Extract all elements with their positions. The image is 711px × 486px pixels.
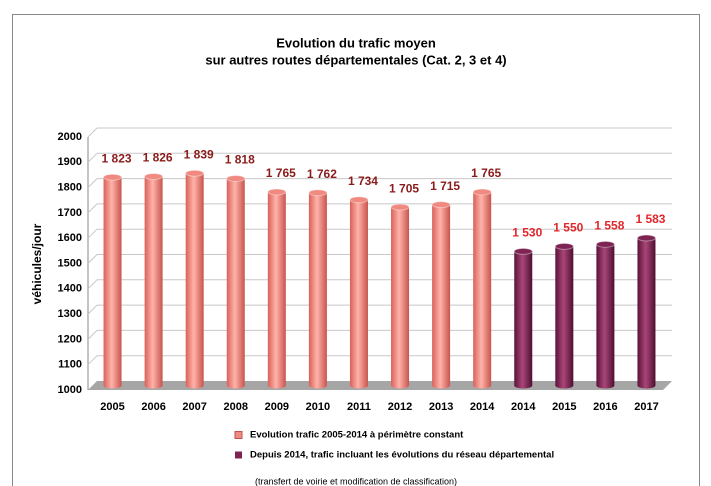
y-tick-label: 1700 [58,207,82,219]
y-tick-label: 1800 [58,182,82,194]
bar [103,177,122,389]
y-tick-label: 2000 [58,131,82,143]
bar-top [185,169,205,177]
y-tick-label: 1300 [58,308,82,320]
bar-top [431,201,451,209]
legend-label: Evolution trafic 2005-2014 à périmètre c… [250,430,464,441]
bar-top [390,203,410,211]
bar-top [308,189,328,197]
x-tick-label: 2015 [552,401,576,413]
x-tick-label: 2006 [141,401,165,413]
bar-top [349,196,369,204]
grid-line [87,304,98,315]
legend-label: Depuis 2014, trafic incluant les évoluti… [250,450,554,461]
value-label: 1 734 [348,174,378,188]
chart-subtitle: sur autres routes départementales (Cat. … [205,52,506,67]
value-label: 1 823 [102,151,132,165]
x-tick-label: 2007 [182,401,206,413]
grid-line [87,355,98,366]
value-label: 1 839 [184,147,214,161]
grid-line [87,228,98,239]
value-label: 1 762 [307,167,337,181]
floor [88,381,672,390]
bar [185,173,204,389]
bar [349,199,368,389]
x-tick-label: 2010 [306,401,330,413]
y-tick-label: 1200 [58,333,82,345]
grid-line [87,203,98,214]
bar-top [554,242,574,250]
x-tick-label: 2013 [429,401,453,413]
x-tick-label: 2011 [347,401,371,413]
bar [514,251,533,389]
bar [144,176,163,389]
value-label: 1 583 [635,212,665,226]
x-tick-label: 2012 [388,401,412,413]
y-tick-label: 1500 [58,257,82,269]
grid-line [87,279,98,290]
bar [432,204,451,389]
y-tick-label: 1400 [58,283,82,295]
grid-line [87,127,98,138]
legend-swatch [234,431,243,439]
bar [391,207,410,389]
y-tick-label: 1600 [58,232,82,244]
y-tick-label: 1900 [58,156,82,168]
x-tick-label: 2014 [470,401,495,413]
bar-top [636,234,656,242]
bar-top [226,175,246,183]
legend-note: (transfert de voirie et modification de … [255,476,457,486]
bar-top [144,173,164,181]
value-label: 1 818 [225,153,255,167]
value-label: 1 530 [512,226,542,240]
chart-title: Evolution du trafic moyen [276,35,436,50]
x-tick-label: 2017 [634,401,658,413]
bar [596,244,615,389]
x-tick-label: 2014 [511,401,536,413]
y-axis-label: véhicules/jour [30,223,44,304]
value-label: 1 550 [553,221,583,235]
grid-line [87,330,98,340]
bar-top [595,240,615,248]
y-tick-label: 1000 [58,384,82,396]
bar [473,191,492,389]
value-label: 1 765 [471,166,501,180]
bar-top [513,247,533,255]
grid-line [87,152,98,163]
bar [555,246,574,389]
value-label: 1 705 [389,181,419,195]
bar [267,191,286,389]
bar [637,238,656,389]
y-tick-label: 1100 [58,359,82,371]
x-tick-label: 2016 [593,401,617,413]
legend-swatch [235,451,242,459]
bar-top [472,188,492,196]
bar-top [103,173,123,181]
value-label: 1 765 [266,166,296,180]
bar [308,192,327,389]
x-tick-label: 2008 [224,401,248,413]
value-label: 1 715 [430,179,460,193]
bar [226,178,245,389]
bar-top [267,188,287,196]
x-tick-label: 2005 [100,401,124,413]
x-tick-label: 2009 [265,401,289,413]
grid-line [87,178,98,188]
grid-line [87,254,98,264]
value-label: 1 826 [143,151,173,165]
value-label: 1 558 [594,218,624,232]
